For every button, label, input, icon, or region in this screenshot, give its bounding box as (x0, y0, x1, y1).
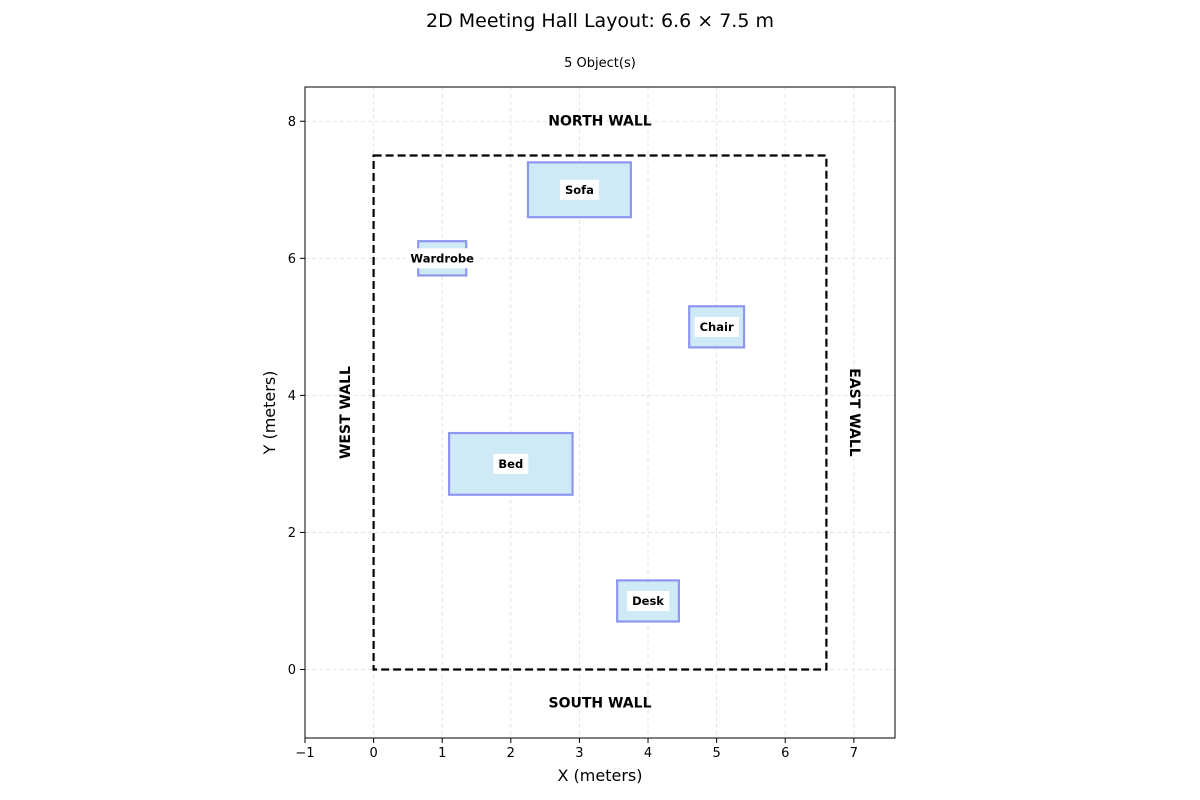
object-label-bg (405, 248, 480, 269)
object-label: Desk (632, 594, 664, 608)
object-desk: Desk (616, 579, 680, 623)
x-tick-label: 5 (712, 746, 720, 761)
object-bed: Bed (447, 431, 574, 496)
y-tick-label: 8 (288, 115, 296, 130)
x-tick-label: 2 (507, 746, 515, 761)
y-axis-label: Y (meters) (260, 371, 279, 456)
object-label-bg (627, 590, 670, 611)
x-tick-label: −1 (295, 746, 314, 761)
y-tick-label: 6 (288, 252, 296, 267)
y-tick-label: 2 (288, 526, 296, 541)
object-label: Chair (700, 320, 734, 334)
east-wall-label: EAST WALL (846, 368, 862, 456)
south-wall-label: SOUTH WALL (549, 696, 652, 712)
object-chair: Chair (688, 305, 746, 349)
object-label: Sofa (565, 183, 594, 197)
object-sofa: Sofa (526, 161, 632, 219)
object-label-bg (493, 453, 529, 474)
x-axis-label: X (meters) (558, 766, 643, 785)
object-label: Wardrobe (410, 251, 474, 265)
object-wardrobe: Wardrobe (405, 240, 480, 277)
object-label: Bed (498, 457, 523, 471)
x-tick-label: 4 (644, 746, 652, 761)
room-outline (372, 154, 828, 671)
object-label-bg (694, 316, 739, 337)
chart-title: 2D Meeting Hall Layout: 6.6 × 7.5 m (426, 10, 774, 32)
y-tick-label: 4 (288, 389, 296, 404)
north-wall-label: NORTH WALL (548, 113, 651, 129)
object-label-bg (559, 179, 599, 200)
x-tick-label: 3 (575, 746, 583, 761)
chart-subtitle: 5 Object(s) (564, 56, 636, 71)
plot-frame (304, 86, 896, 739)
axis-ticks: −1 0 1 2 3 4 5 6 7 0 2 4 6 8 (288, 115, 858, 761)
y-tick-label: 0 (288, 663, 296, 678)
objects-layer: Sofa Wardrobe Chair Bed Desk (405, 161, 746, 623)
x-tick-label: 0 (369, 746, 377, 761)
x-tick-label: 6 (781, 746, 789, 761)
x-tick-label: 7 (850, 746, 858, 761)
west-wall-label: WEST WALL (338, 366, 354, 459)
x-tick-label: 1 (438, 746, 446, 761)
